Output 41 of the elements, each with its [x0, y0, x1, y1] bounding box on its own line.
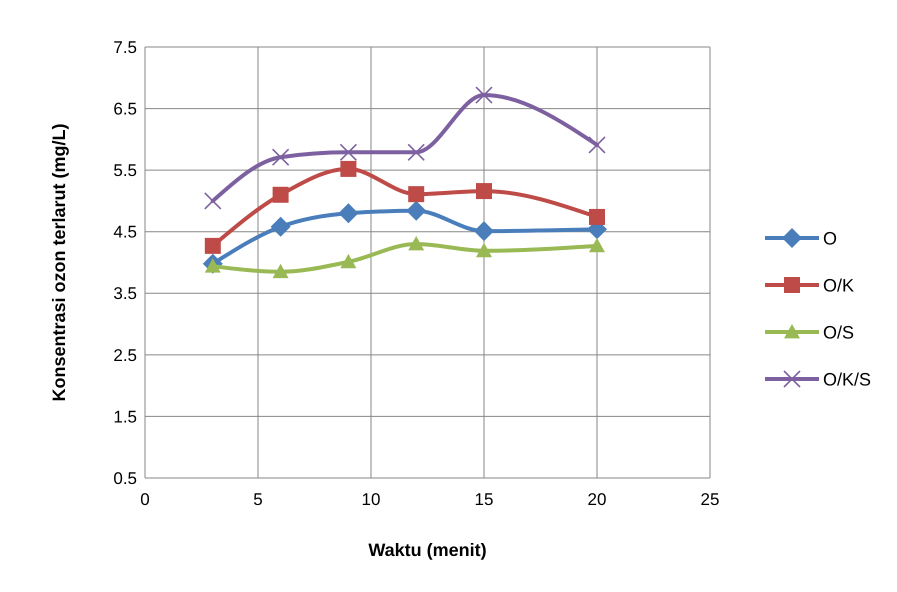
y-tick-label: 3.5 [113, 284, 137, 304]
y-tick-label: 0.5 [113, 468, 137, 488]
point [589, 238, 605, 252]
y-tick-label: 4.5 [113, 222, 137, 242]
point [588, 136, 606, 154]
point [475, 86, 493, 104]
legend-label: O/S [823, 322, 854, 342]
y-axis-title: Konsentrasi ozon terlarut (mg/L) [49, 123, 69, 402]
point [407, 143, 425, 162]
point [340, 160, 356, 177]
legend-label: O/K [823, 275, 854, 296]
x-tick-label: 5 [253, 490, 263, 509]
x-tick-label: 15 [474, 490, 494, 509]
y-tick-label: 5.5 [113, 161, 137, 180]
point [340, 254, 356, 268]
legend-label: O/K/S [823, 369, 872, 390]
point [406, 200, 426, 221]
point [272, 148, 290, 166]
point [476, 242, 492, 258]
y-tick-label: 2.5 [113, 346, 137, 365]
point [476, 183, 492, 200]
point [272, 186, 289, 203]
x-tick-label: 0 [140, 490, 150, 509]
y-tick-label: 7.5 [113, 38, 137, 57]
x-axis-title: Waktu (menit) [368, 540, 487, 560]
legend-label: O [823, 228, 838, 248]
x-tick-label: 20 [588, 490, 606, 509]
point [272, 264, 289, 278]
point [474, 221, 494, 242]
x-tick-label: 25 [700, 490, 720, 509]
point [340, 143, 358, 162]
point [204, 192, 222, 210]
point [338, 203, 358, 224]
y-tick-label: 1.5 [113, 407, 137, 426]
point [408, 186, 424, 202]
x-tick-label: 10 [362, 490, 380, 509]
point [204, 238, 221, 254]
point [408, 236, 424, 250]
y-tick-label: 6.5 [113, 100, 137, 119]
point [589, 208, 605, 225]
point [270, 216, 291, 237]
